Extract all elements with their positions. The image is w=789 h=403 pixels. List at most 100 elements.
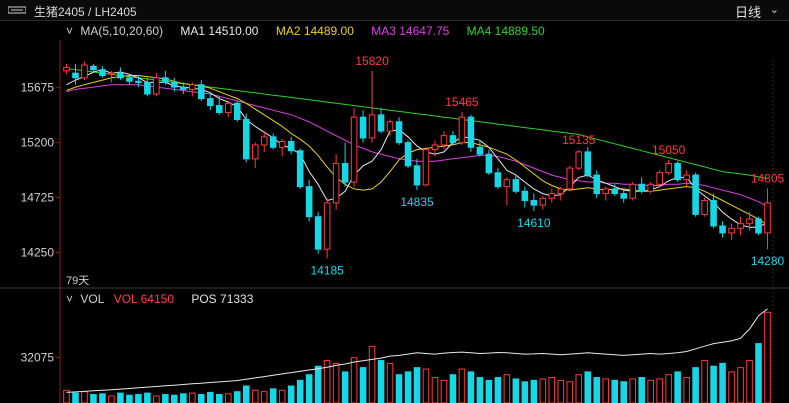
candle-body [215, 105, 223, 114]
candle-body [189, 84, 196, 90]
menu-toggle-icon[interactable] [8, 5, 26, 15]
candle-body [746, 218, 753, 225]
volume-bar [755, 343, 762, 403]
volume-bar [305, 374, 313, 403]
candle-body [539, 197, 547, 206]
candle-body [108, 72, 115, 75]
candle-body [647, 183, 654, 192]
candle-body [467, 116, 475, 148]
volume-bar [99, 393, 106, 403]
candle-body [323, 202, 331, 250]
candle-body [485, 153, 493, 174]
candle-body [476, 146, 484, 155]
position-line [66, 308, 768, 393]
candle-body [656, 172, 663, 185]
volume-bar [719, 362, 726, 403]
candle-body [404, 142, 412, 167]
y-tick-label: 14250 [21, 246, 55, 260]
volume-bars [63, 311, 771, 403]
candle-body [575, 151, 583, 169]
volume-bar [638, 377, 645, 403]
position-line [66, 308, 768, 393]
volume-bar [287, 385, 295, 403]
volume-bar [341, 371, 349, 403]
title-bar: 生猪2405 / LH2405 日线 ⌄ [0, 0, 789, 21]
candle-body [81, 64, 88, 79]
candle-body [359, 116, 367, 139]
candle-body [153, 77, 160, 95]
volume-bar [117, 392, 124, 403]
price-annotation: 14805 [751, 171, 785, 185]
candle-body [458, 116, 466, 144]
candle-body [683, 174, 690, 181]
candle-body [638, 183, 645, 192]
volume-bar [575, 374, 583, 403]
volume-bar [566, 381, 574, 403]
days-count-label: 79天 [66, 275, 90, 287]
candle-body [593, 174, 601, 195]
volume-bar [476, 377, 484, 403]
vol-tick-label: 32075 [21, 351, 55, 365]
candle-body [719, 225, 726, 234]
volume-bar [162, 394, 169, 403]
volume-bar [377, 360, 385, 403]
candle-body [135, 80, 142, 83]
volume-bar [449, 374, 457, 403]
candle-body [692, 174, 699, 215]
price-volume-chart[interactable]: 15675 15200 14725 14250 32075 15820 15465 1513… [0, 20, 789, 403]
y-tick-label: 14725 [21, 191, 55, 205]
candle-body [737, 223, 744, 229]
volume-bar [512, 378, 520, 403]
volume-bar [548, 377, 556, 403]
vol-value: VOL 64150 [113, 292, 174, 306]
candle-body [242, 118, 250, 160]
volume-bar [72, 392, 79, 403]
candle-body [494, 172, 502, 188]
ma1-value: MA1 14510.00 [180, 24, 259, 38]
price-annotation: 15135 [562, 133, 596, 147]
period-selector[interactable]: 日线 [734, 5, 761, 20]
candle-body [287, 140, 295, 152]
volume-bar [135, 394, 142, 403]
volume-bar [701, 360, 708, 403]
volume-bar [233, 391, 241, 403]
volume-bar [728, 371, 735, 403]
candle-body [278, 140, 286, 148]
candle-body [144, 81, 151, 95]
candle-body [386, 121, 394, 132]
volume-bar [314, 365, 322, 403]
candle-body [674, 162, 681, 181]
ma-label: MA(5,10,20,60) [80, 24, 164, 38]
candle-body [602, 188, 610, 195]
volume-bar [440, 379, 448, 403]
volume-bar [494, 377, 502, 403]
ma3-value: MA3 14647.75 [371, 24, 450, 38]
volume-bar [215, 394, 223, 403]
volume-bar [278, 389, 286, 403]
candle-body [701, 200, 708, 215]
volume-bar [224, 393, 232, 403]
volume-bar [692, 367, 699, 403]
ma2-value: MA2 14489.00 [275, 24, 354, 38]
volume-bar [108, 395, 115, 403]
candle-body [764, 202, 771, 234]
candle-body [710, 200, 717, 227]
pos-value: POS 71333 [191, 292, 254, 306]
price-annotation: 15465 [445, 95, 479, 109]
chevron-down-icon[interactable]: ˅ [66, 24, 74, 38]
volume-bar [242, 385, 250, 403]
volume-bar [260, 391, 268, 403]
candle-body [171, 81, 178, 88]
volume-bar [269, 388, 277, 403]
candle-body [395, 121, 403, 144]
price-annotation: 15820 [355, 54, 389, 68]
candle-body [341, 162, 349, 183]
chevron-down-icon[interactable]: ⌄ [769, 4, 779, 16]
volume-bar [126, 394, 133, 403]
candle-body [422, 149, 430, 186]
chevron-down-icon[interactable]: ˅ [66, 292, 74, 306]
price-annotation: 14835 [400, 195, 434, 209]
volume-bar [395, 374, 403, 403]
candle-body [180, 86, 187, 90]
y-tick-label: 15675 [21, 81, 55, 95]
